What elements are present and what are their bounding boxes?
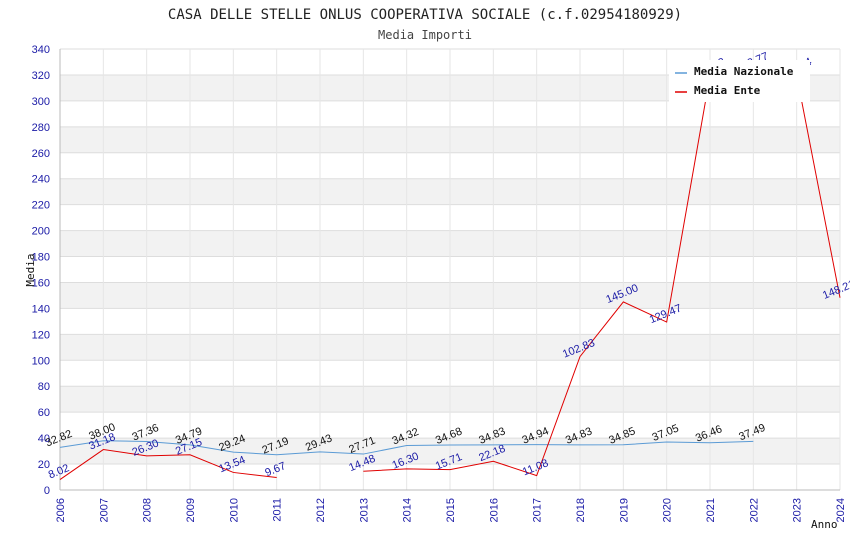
x-tick-label: 2011	[272, 498, 284, 522]
y-tick-label: 300	[32, 96, 50, 108]
series-line-media-ente	[59, 449, 277, 481]
x-tick-label: 2016	[488, 498, 500, 522]
x-tick-label: 2017	[532, 498, 544, 522]
y-tick-label: 260	[32, 148, 50, 160]
y-tick-label: 200	[32, 226, 50, 238]
y-tick-label: 220	[32, 200, 50, 212]
y-tick-label: 120	[32, 329, 50, 341]
legend-box	[669, 60, 810, 102]
y-tick-label: 20	[38, 459, 50, 471]
y-tick-label: 80	[38, 381, 50, 393]
y-tick-label: 280	[32, 122, 50, 134]
x-tick-label: 2015	[445, 498, 457, 522]
y-tick-label: 340	[32, 44, 50, 56]
chart-title: CASA DELLE STELLE ONLUS COOPERATIVA SOCI…	[168, 7, 682, 23]
series-line-media-nazionale	[59, 440, 754, 456]
data-labels: 32.82 38.00 37.36 34.79 29.24 27.19 29.43 27.71…	[44, 50, 850, 481]
grid-lines	[59, 48, 841, 491]
x-tick-label: 2019	[618, 498, 630, 522]
y-tick-label: 160	[32, 277, 50, 289]
y-tick-label: 60	[38, 407, 50, 419]
x-tick-label: 2010	[228, 498, 240, 522]
x-tick-label: 2013	[358, 498, 370, 522]
legend-label-media-nazionale: Media Nazionale	[694, 65, 794, 78]
x-tick-label: 2007	[98, 498, 110, 522]
y-tick-label: 100	[32, 355, 50, 367]
x-tick-label: 2022	[748, 498, 760, 522]
x-tick-label: 2008	[142, 498, 154, 522]
y-tick-label: 320	[32, 70, 50, 82]
y-tick-label: 240	[32, 174, 50, 186]
x-tick-label: 2021	[705, 498, 717, 522]
x-tick-label: 2006	[55, 498, 67, 522]
x-tick-label: 2009	[185, 498, 197, 522]
data-label-media-ente: 8.02	[47, 462, 71, 481]
x-tick-label: 2024	[835, 498, 847, 522]
legend-label-media-ente: Media Ente	[694, 84, 761, 97]
x-tick-label: 2014	[402, 498, 414, 522]
chart-subtitle: Media Importi	[378, 28, 472, 42]
y-axis-label: Media	[24, 253, 37, 286]
x-tick-label: 2020	[662, 498, 674, 522]
y-tick-label: 40	[38, 433, 50, 445]
x-tick-label: 2018	[575, 498, 587, 522]
y-tick-label: 140	[32, 303, 50, 315]
x-tick-label: 2023	[792, 498, 804, 522]
legend: Media Nazionale Media Ente	[669, 60, 810, 102]
y-tick-labels: 0 20 40 60 80 100 120 140 160 180 200 220 240 260 280 3…	[32, 44, 50, 497]
y-tick-label: 0	[44, 485, 50, 497]
y-tick-label: 180	[32, 252, 50, 264]
x-axis-label: Anno	[811, 518, 838, 531]
x-tick-labels: 2006 2007 2008 2009 2010 2011 2012 2013 2014 2015…	[55, 498, 847, 522]
x-tick-label: 2012	[315, 498, 327, 522]
axes	[59, 49, 840, 491]
